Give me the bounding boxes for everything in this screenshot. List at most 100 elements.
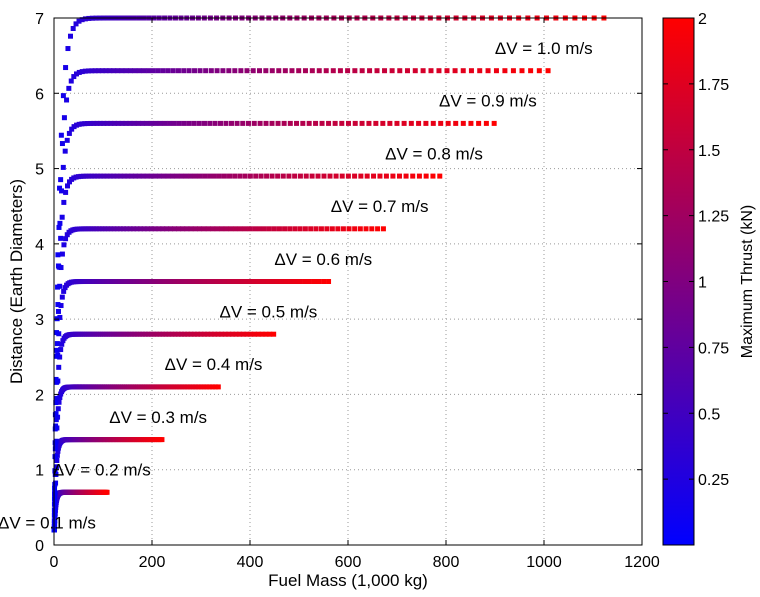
data-point bbox=[150, 68, 156, 74]
data-point bbox=[278, 279, 284, 284]
data-point bbox=[151, 331, 157, 337]
data-point bbox=[196, 120, 202, 126]
data-point bbox=[215, 331, 221, 337]
colorbar-tick-label: 2 bbox=[698, 11, 707, 28]
data-point bbox=[545, 68, 551, 74]
data-point bbox=[183, 173, 189, 179]
data-point bbox=[99, 68, 105, 74]
data-point bbox=[420, 68, 426, 74]
data-point bbox=[166, 384, 172, 390]
data-point bbox=[66, 130, 72, 136]
data-point bbox=[452, 68, 458, 74]
data-point bbox=[308, 226, 314, 232]
data-point bbox=[271, 331, 277, 337]
data-point bbox=[158, 279, 164, 284]
data-point bbox=[261, 279, 267, 284]
data-point bbox=[178, 173, 184, 179]
colorbar-tick-label: 0.25 bbox=[698, 472, 729, 489]
data-point bbox=[137, 331, 143, 337]
data-point bbox=[195, 331, 201, 337]
data-point bbox=[297, 279, 303, 284]
data-point bbox=[52, 491, 58, 497]
data-point bbox=[226, 279, 232, 284]
data-point bbox=[165, 279, 171, 284]
data-point bbox=[54, 341, 60, 347]
data-point bbox=[287, 120, 293, 126]
data-point bbox=[324, 226, 330, 232]
data-point bbox=[198, 384, 204, 390]
data-point bbox=[253, 173, 259, 179]
data-point bbox=[394, 120, 400, 126]
data-point bbox=[269, 279, 275, 284]
data-point bbox=[188, 226, 194, 232]
data-point bbox=[140, 173, 146, 179]
data-point bbox=[56, 364, 62, 370]
data-point bbox=[410, 173, 416, 179]
data-point bbox=[55, 284, 61, 290]
data-point bbox=[191, 279, 197, 284]
data-point bbox=[64, 137, 70, 143]
data-point bbox=[179, 384, 185, 390]
data-point bbox=[269, 173, 275, 179]
y-tick-label: 3 bbox=[35, 312, 44, 329]
data-point bbox=[52, 454, 58, 460]
data-point bbox=[65, 183, 71, 189]
data-point bbox=[303, 173, 309, 179]
data-point bbox=[157, 120, 163, 126]
data-point bbox=[55, 302, 61, 308]
data-point bbox=[105, 226, 111, 232]
data-point bbox=[104, 279, 110, 284]
data-point bbox=[169, 384, 175, 390]
data-point bbox=[206, 279, 212, 284]
data-point bbox=[404, 68, 410, 74]
data-point bbox=[169, 279, 175, 284]
data-point bbox=[352, 120, 358, 126]
data-point bbox=[369, 226, 375, 232]
data-point bbox=[103, 68, 109, 74]
data-point bbox=[59, 188, 65, 194]
axis-ticks: 0 200 400 600 800 1000 1200 0 1 2 3 4 5 6 7 bbox=[35, 11, 660, 571]
data-point bbox=[136, 68, 142, 74]
data-point bbox=[76, 69, 82, 75]
data-point bbox=[180, 226, 186, 232]
data-point bbox=[247, 226, 253, 232]
data-point bbox=[58, 132, 64, 138]
data-point bbox=[118, 331, 124, 337]
data-point bbox=[55, 263, 61, 269]
data-point bbox=[321, 279, 327, 284]
data-point bbox=[339, 173, 345, 179]
data-point bbox=[68, 78, 74, 84]
data-point bbox=[129, 279, 135, 284]
data-point bbox=[157, 173, 163, 179]
data-point bbox=[226, 68, 232, 74]
data-point bbox=[167, 120, 173, 126]
data-point bbox=[54, 330, 60, 336]
data-point bbox=[212, 331, 218, 337]
data-point bbox=[237, 173, 243, 179]
data-point bbox=[53, 379, 59, 385]
data-point bbox=[181, 68, 187, 74]
data-point bbox=[192, 68, 198, 74]
data-point bbox=[161, 173, 167, 179]
data-point bbox=[375, 226, 381, 232]
data-point bbox=[52, 412, 58, 418]
data-point bbox=[210, 226, 216, 232]
data-point bbox=[250, 68, 256, 74]
data-point bbox=[483, 120, 489, 126]
data-point bbox=[152, 226, 158, 232]
data-point bbox=[202, 279, 208, 284]
data-point bbox=[65, 46, 71, 52]
data-point bbox=[263, 331, 269, 337]
data-point bbox=[306, 120, 312, 126]
data-point bbox=[85, 121, 91, 127]
data-point bbox=[144, 120, 150, 126]
data-point bbox=[358, 173, 364, 179]
data-point bbox=[59, 341, 65, 347]
data-point bbox=[244, 68, 250, 74]
data-point bbox=[380, 226, 386, 232]
data-point bbox=[197, 173, 203, 179]
data-point bbox=[302, 68, 308, 74]
data-point bbox=[363, 226, 369, 232]
data-point bbox=[438, 120, 444, 126]
